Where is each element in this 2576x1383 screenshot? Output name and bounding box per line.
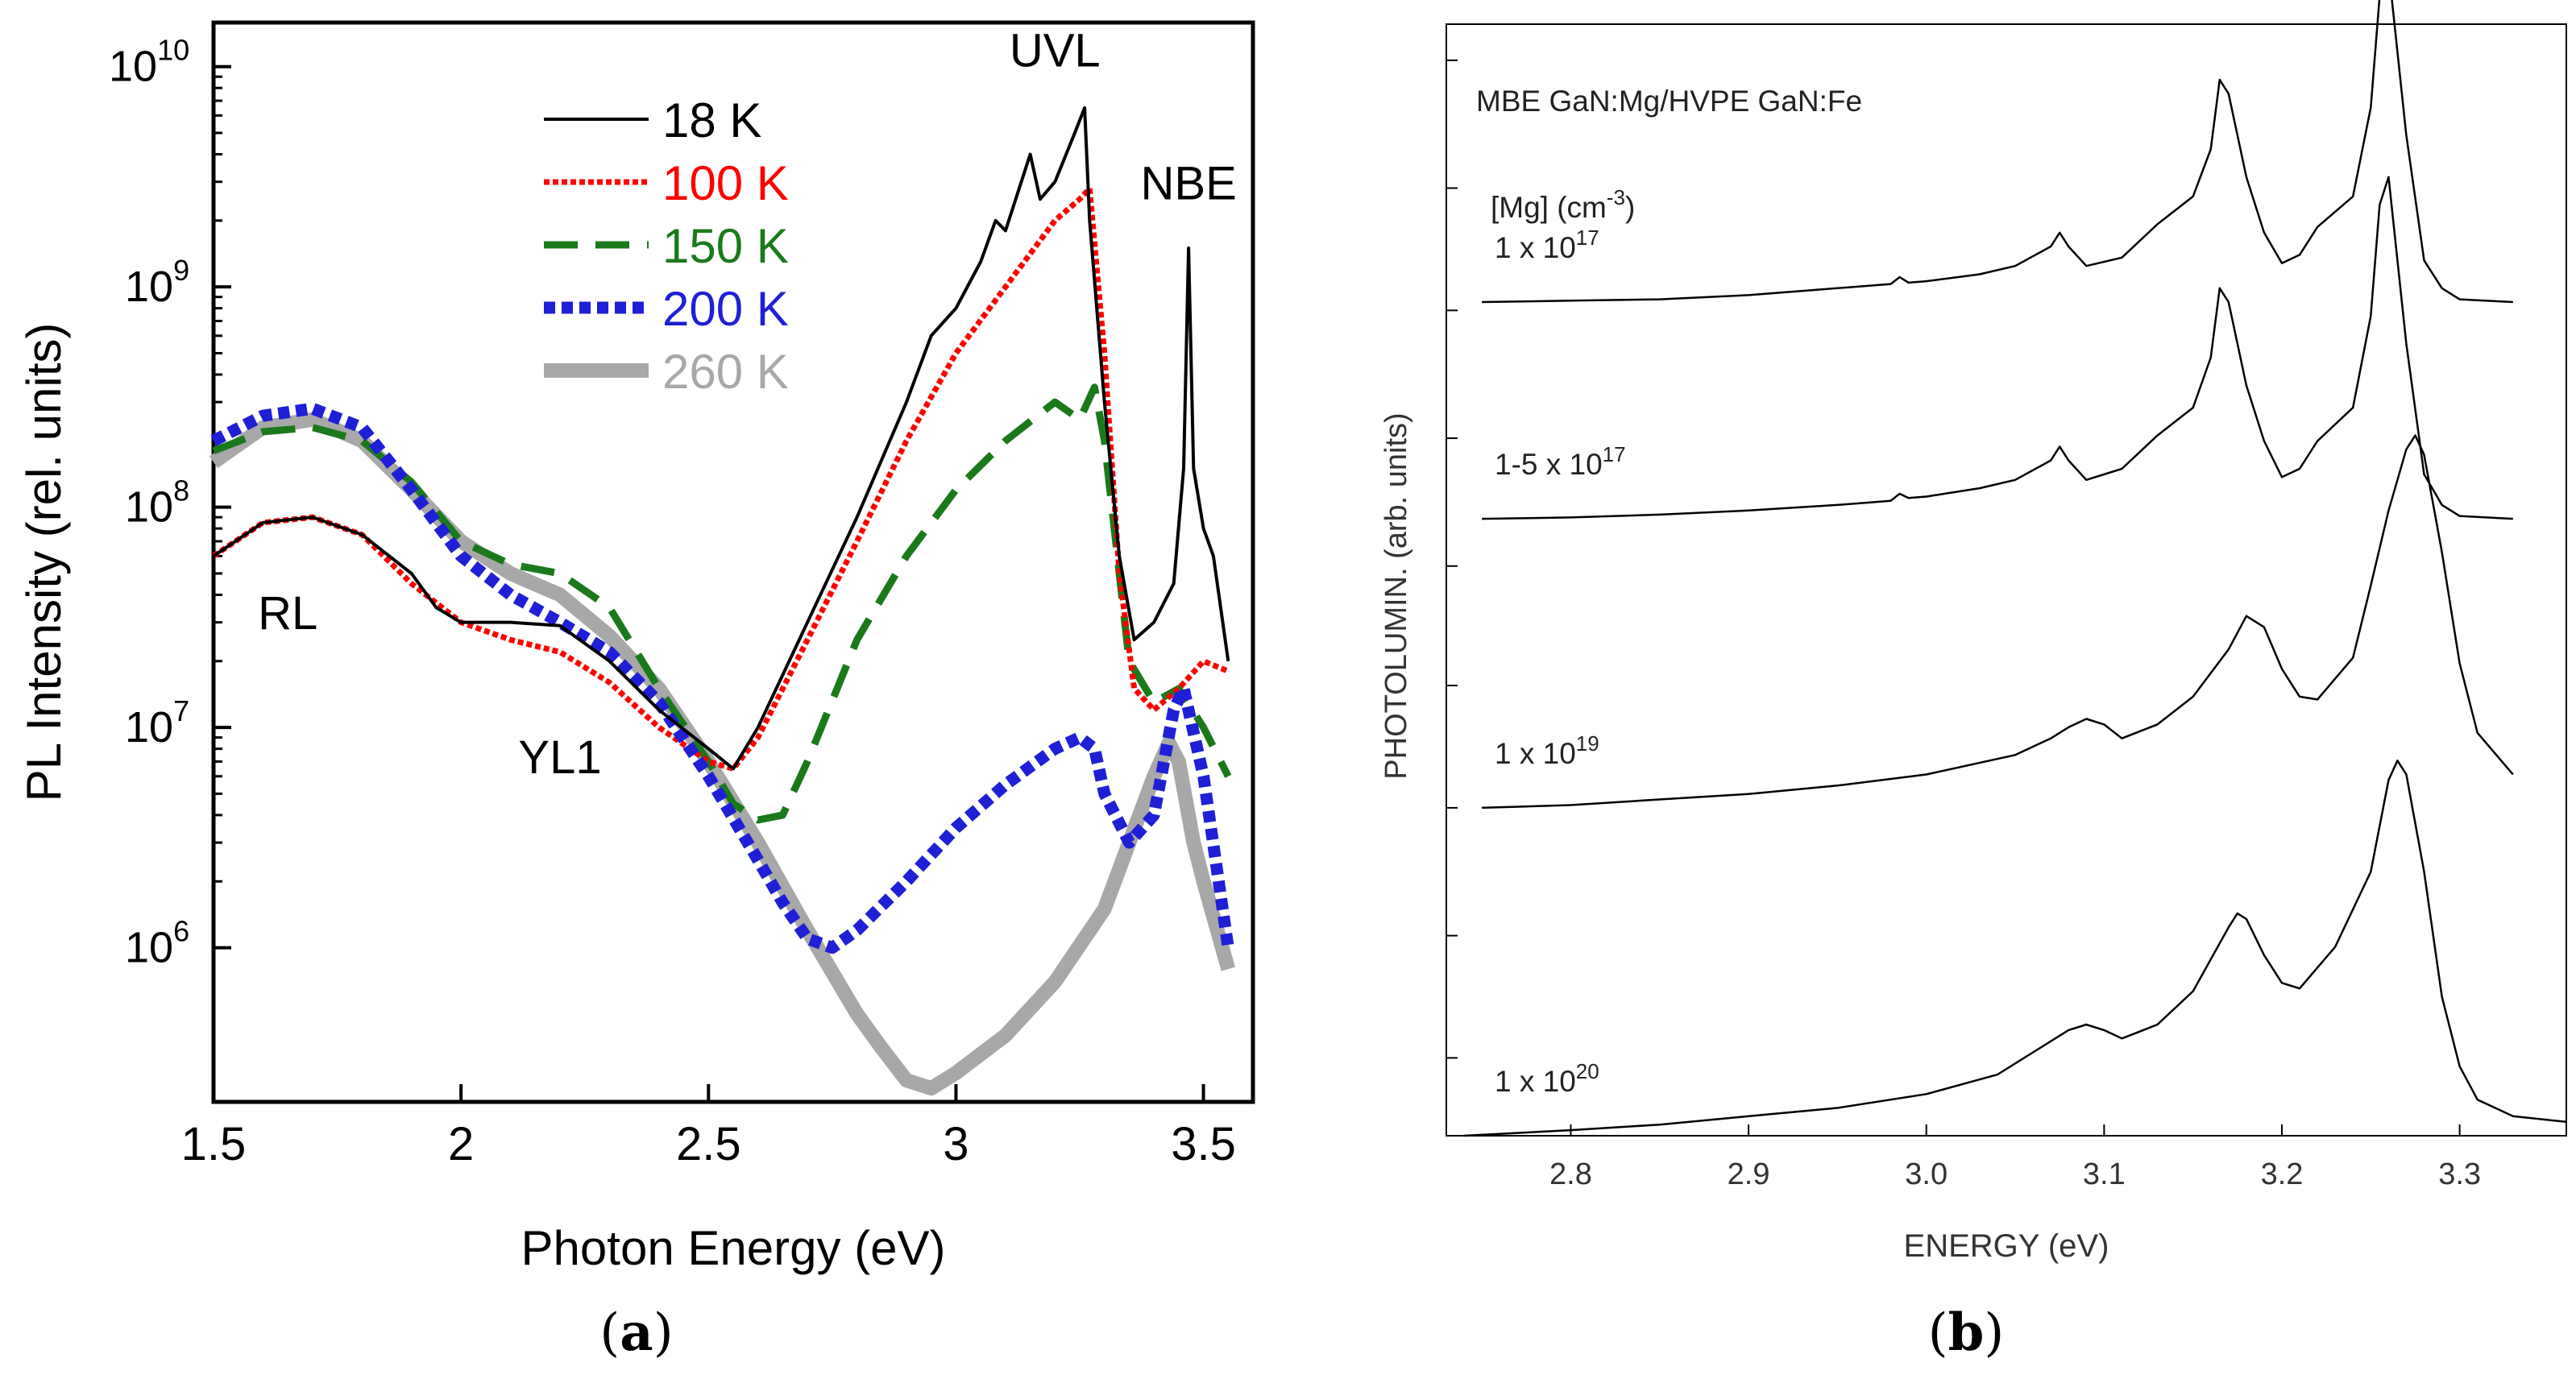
y-axis-label-b: PHOTOLUMIN. (arb. units) xyxy=(1379,412,1413,779)
y-tick-label-a: 108 xyxy=(125,474,189,532)
x-axis-label-b: ENERGY (eV) xyxy=(1904,1228,2109,1264)
series-label-1-x-1017: 1 x 1017 xyxy=(1495,226,1599,264)
x-ticks-b: 2.8 2.9 3.0 3.1 3.2 3.3 xyxy=(1549,1124,2481,1191)
x-axis-label-a: Photon Energy (eV) xyxy=(521,1221,946,1275)
series-line-18-k xyxy=(212,106,1230,771)
y-ticks-a: 106 107 108 109 1010 xyxy=(109,34,231,972)
series-line-1-x-1017 xyxy=(1482,0,2513,304)
legend-label-150-k: 150 K xyxy=(662,219,789,273)
plot-frame-b xyxy=(1446,23,2567,1137)
series-line-150-k xyxy=(212,383,1232,824)
x-ticks-a: 1.5 2 2.5 3 3.5 xyxy=(181,1084,1236,1170)
series-labels-b: 1 x 1017 1-5 x 1017 1 x 1019 1 x 1020 xyxy=(1495,226,1626,1098)
x-tick-label-a: 3.5 xyxy=(1171,1118,1236,1170)
legend-label-200-k: 200 K xyxy=(662,282,789,336)
panel-a: 1.5 2 2.5 3 3.5 106 107 108 109 1010 18 K 100 K 15… xyxy=(17,20,1255,1363)
series-group-a xyxy=(209,106,1235,1096)
legend-label-18-k: 18 K xyxy=(662,93,761,147)
x-tick-label-b: 3.2 xyxy=(2261,1157,2304,1191)
annotation-uvl: UVL xyxy=(1010,25,1101,77)
annotations-a: RL YL1 UVL NBE xyxy=(258,25,1237,784)
x-tick-label-a: 3 xyxy=(943,1118,969,1170)
x-tick-label-b: 3.3 xyxy=(2438,1157,2481,1191)
annotation-nbe: NBE xyxy=(1141,157,1237,209)
series-line-260-k xyxy=(209,412,1235,1096)
series-line-1-x-1020 xyxy=(1464,760,2567,1137)
annotation-rl: RL xyxy=(258,587,317,640)
y-tick-label-a: 107 xyxy=(125,694,189,752)
legend-label-100-k: 100 K xyxy=(662,156,789,210)
y-axis-label-a: PL Intensity (rel. units) xyxy=(17,323,71,802)
panel-label-b: (b) xyxy=(1928,1302,2005,1363)
series-label-1-x-1020: 1 x 1020 xyxy=(1495,1059,1599,1098)
annotation-yl1: YL1 xyxy=(518,731,601,784)
series-group-b xyxy=(1464,0,2567,1137)
x-tick-label-b: 2.9 xyxy=(1728,1157,1770,1191)
legend-heading-b: [Mg] (cm-3) xyxy=(1491,185,1635,224)
x-tick-label-b: 3.1 xyxy=(2083,1157,2126,1191)
legend-a: 18 K 100 K 150 K 200 K 260 K xyxy=(544,93,789,399)
y-ticks-b xyxy=(1446,59,1458,1059)
x-tick-label-a: 1.5 xyxy=(181,1118,247,1170)
series-label-1-x-1019: 1 x 1019 xyxy=(1495,731,1599,770)
y-tick-label-a: 106 xyxy=(125,915,189,972)
series-line-100-k xyxy=(212,185,1230,772)
y-tick-label-a: 1010 xyxy=(109,34,189,91)
series-line-200-k xyxy=(210,402,1234,954)
y-tick-label-a: 109 xyxy=(125,254,189,311)
plot-frame-a xyxy=(211,20,1255,1104)
series-line-1-5-x-1017 xyxy=(1482,176,2513,520)
legend-label-260-k: 260 K xyxy=(662,345,789,399)
chart-title-b: MBE GaN:Mg/HVPE GaN:Fe xyxy=(1476,85,1862,118)
series-line-1-x-1019 xyxy=(1482,434,2514,810)
x-tick-label-a: 2.5 xyxy=(676,1118,741,1170)
x-tick-label-a: 2 xyxy=(448,1118,474,1170)
x-tick-label-b: 3.0 xyxy=(1905,1157,1948,1191)
x-tick-label-b: 2.8 xyxy=(1549,1157,1592,1191)
panel-label-a: (a) xyxy=(599,1302,673,1363)
series-label-1-5-x-1017: 1-5 x 1017 xyxy=(1495,442,1626,481)
